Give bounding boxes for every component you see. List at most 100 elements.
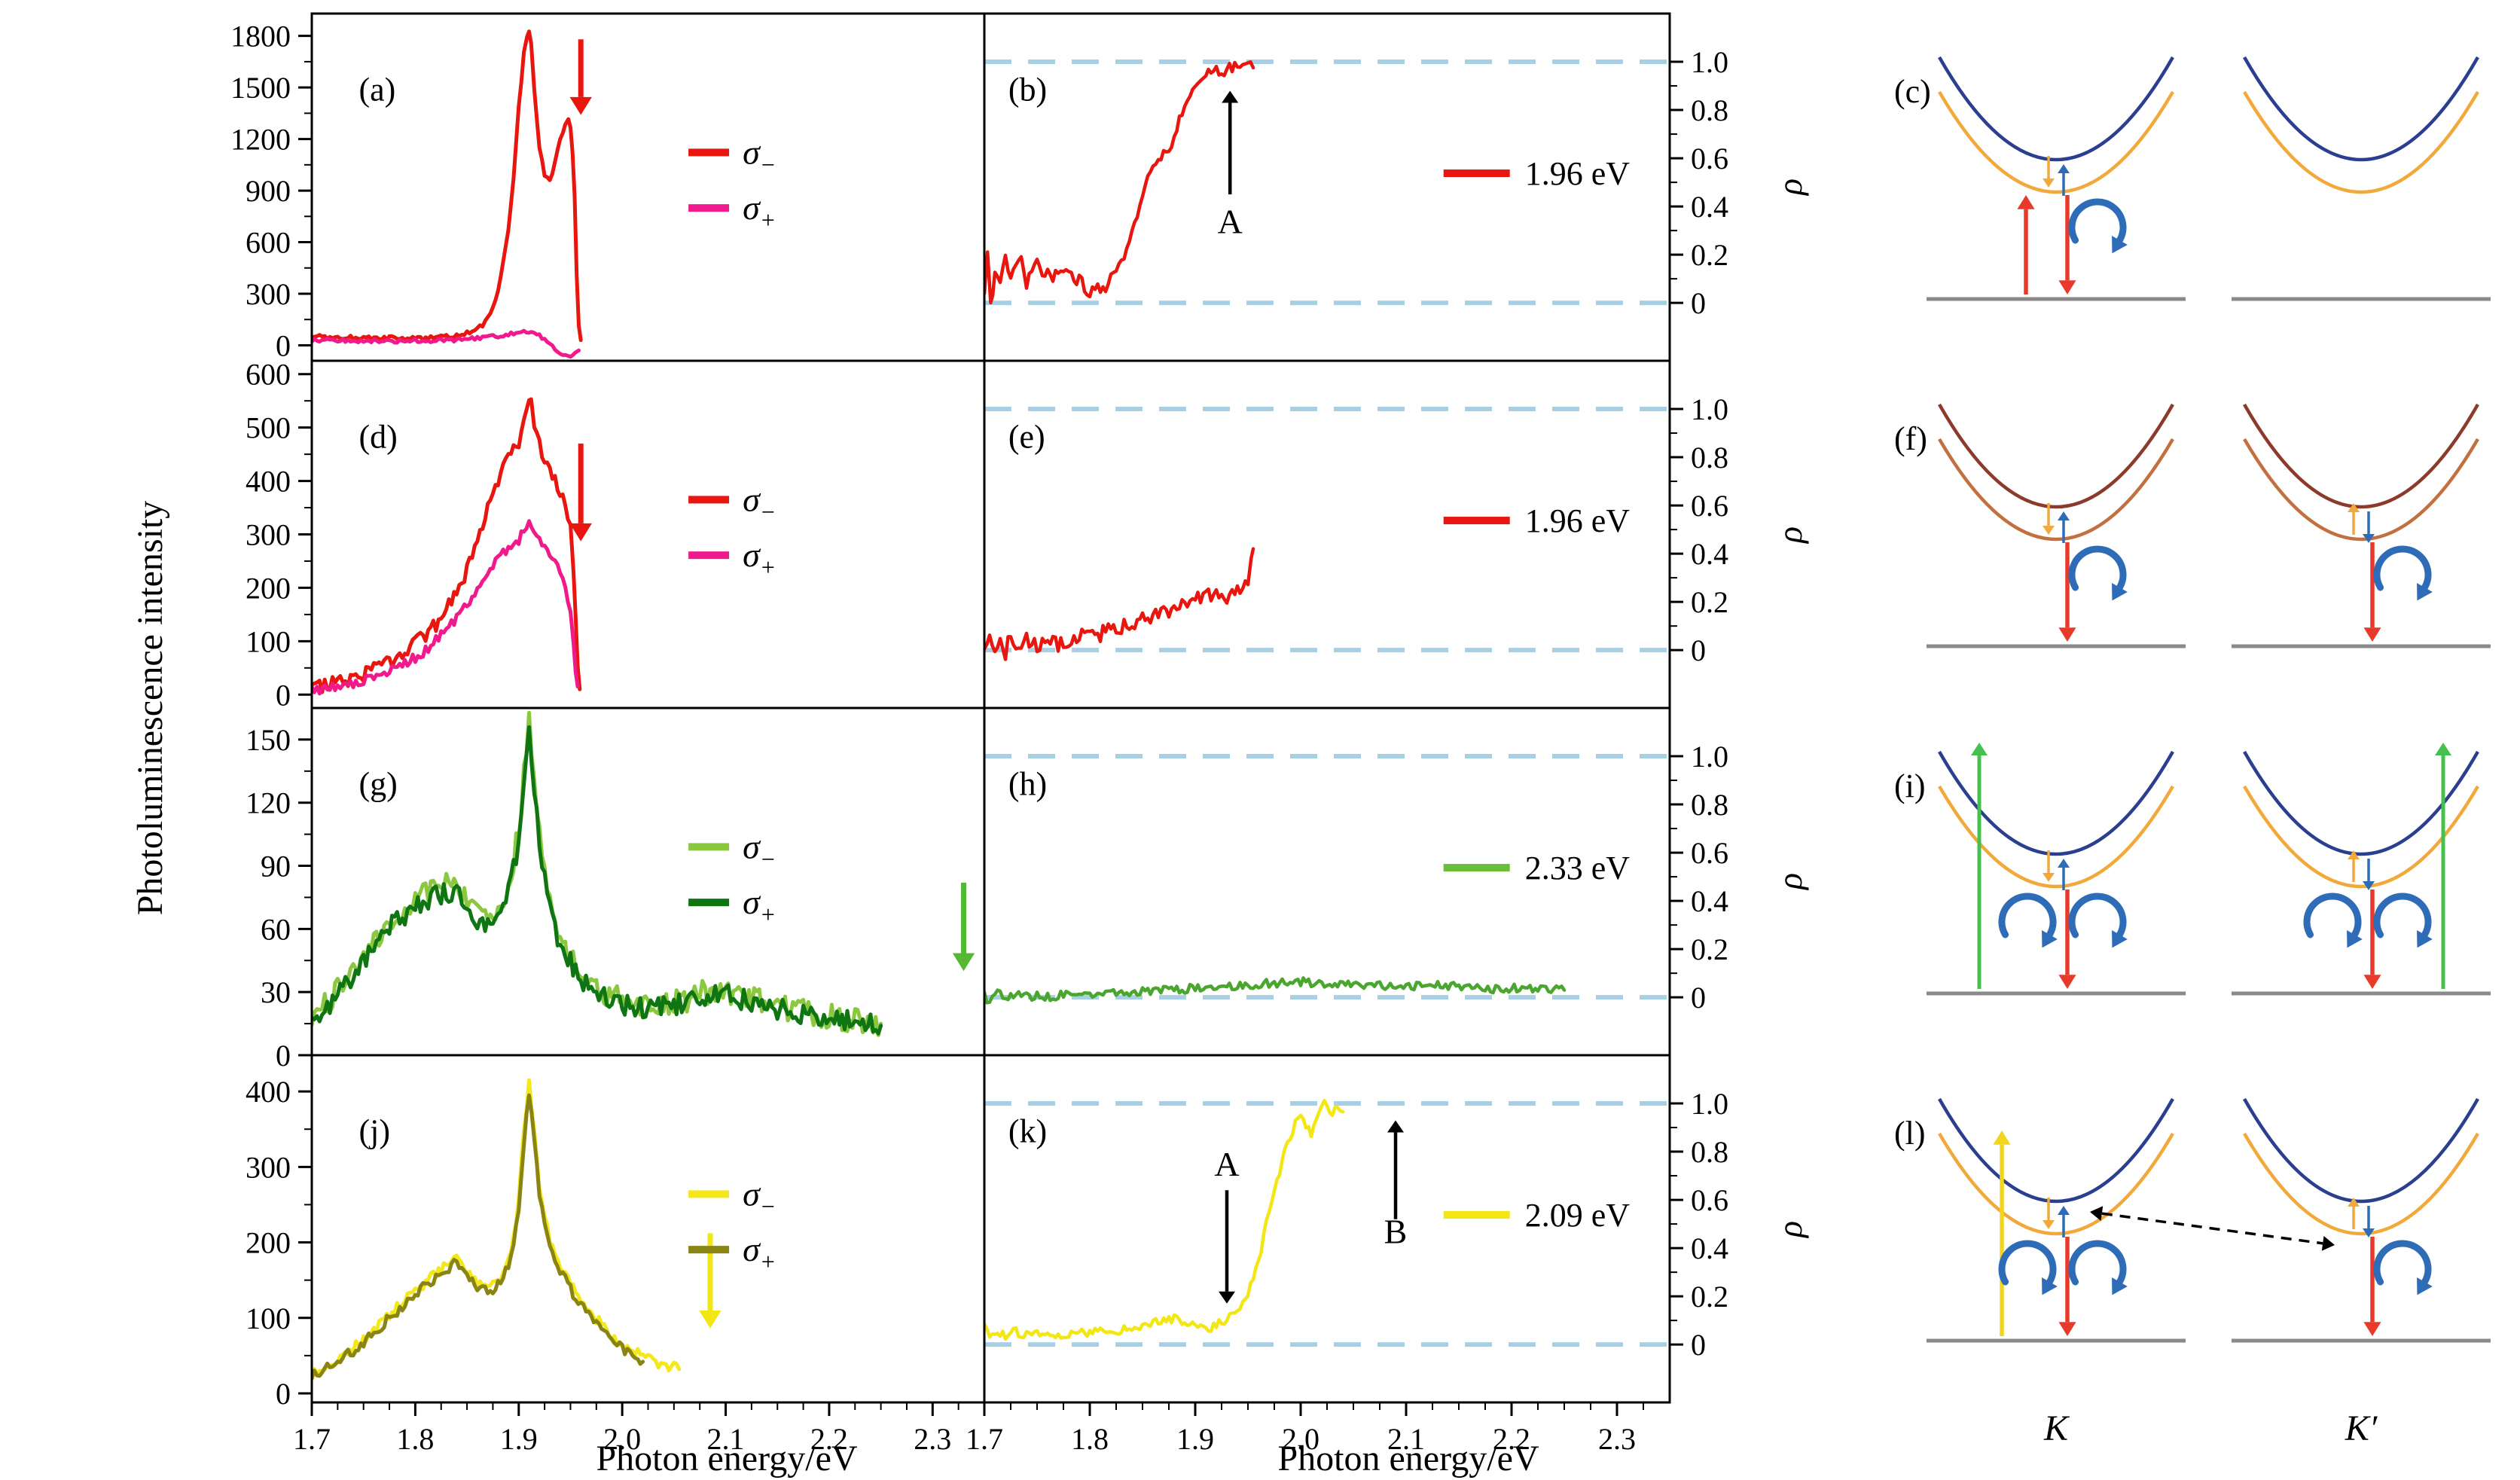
- arrow-head: [1222, 90, 1239, 103]
- panel-e: [985, 407, 1669, 661]
- conduction-band-upper: [1938, 403, 2174, 508]
- helicity-curl-arrow: [1998, 1240, 2057, 1286]
- legend-swatch: [1443, 864, 1510, 872]
- panel-h: [985, 754, 1669, 1005]
- rho-axis-label-row1: ρ: [1771, 179, 1809, 197]
- y-tick-label: 400: [246, 465, 291, 499]
- helicity-curl-arrow: [2373, 893, 2432, 938]
- conduction-band-lower: [2243, 1132, 2479, 1235]
- conduction-band-upper: [1938, 750, 2174, 856]
- helicity-curl-head: [2417, 1277, 2433, 1295]
- y-tick-label: 900: [246, 174, 291, 208]
- arrow-head: [569, 523, 592, 542]
- helicity-curl-head: [2417, 583, 2433, 601]
- arrow-head: [2363, 1322, 2381, 1336]
- band-diagram-i: (i): [1894, 743, 2491, 996]
- y-tick-label: 500: [246, 411, 291, 445]
- arrow-head: [952, 953, 975, 972]
- rho-tick-label: 0.8: [1691, 1135, 1728, 1169]
- arrow-head: [2043, 873, 2055, 882]
- arrow-head: [2058, 627, 2076, 642]
- rho-tick-label: 0: [1691, 981, 1706, 1015]
- y-tick-label: 600: [246, 358, 291, 392]
- rho-tick-label: 0.8: [1691, 441, 1728, 475]
- helicity-curl-arrow: [1998, 893, 2057, 938]
- rho-tick-label: 1.0: [1691, 740, 1728, 774]
- series-curve-ρ: [985, 547, 1255, 661]
- legend-swatch: [1443, 1211, 1510, 1219]
- annotation-label-B: B: [1384, 1213, 1408, 1251]
- y-tick-label: 1800: [230, 20, 291, 53]
- helicity-curl-arrow: [2068, 198, 2127, 244]
- helicity-curl-head: [2112, 1277, 2128, 1295]
- diagram-label: (f): [1894, 420, 1927, 457]
- rho-tick-label: 0: [1691, 633, 1706, 667]
- legend-swatch: [688, 496, 730, 504]
- legend-swatch: [1443, 169, 1510, 178]
- y-tick-label: 100: [246, 1301, 291, 1335]
- helicity-curl-head: [2417, 930, 2433, 948]
- legend-swatch: [688, 148, 730, 157]
- x-tick-label: 1.8: [396, 1422, 434, 1456]
- rho-axis-label-row3: ρ: [1771, 873, 1809, 891]
- panel-g: [313, 710, 975, 1037]
- series-curve-σ−: [313, 397, 582, 694]
- y-tick-label: 300: [246, 277, 291, 311]
- legend-label: σ+: [743, 883, 776, 928]
- x-tick-label: 1.7: [966, 1422, 1003, 1456]
- y-tick-label: 90: [261, 850, 291, 883]
- y-tick-label: 600: [246, 226, 291, 260]
- annotation-label-A: A: [1214, 1145, 1239, 1183]
- helicity-curl-head: [2042, 930, 2058, 948]
- panel-label-d: (d): [359, 418, 398, 455]
- series-curve-ρ: [985, 1099, 1345, 1341]
- legend-label: σ−: [743, 480, 776, 525]
- rho-tick-label: 0.2: [1691, 1280, 1728, 1314]
- x-tick-label: 2.1: [707, 1422, 745, 1456]
- arrow-head: [2043, 526, 2055, 535]
- legend-swatch: [688, 204, 730, 212]
- legend-label: σ−: [743, 827, 776, 872]
- arrow-head: [2435, 743, 2451, 755]
- arrow-head: [2363, 975, 2381, 989]
- band-diagram-f: (f): [1894, 403, 2491, 648]
- panel-k: [985, 1099, 1669, 1347]
- conduction-band-upper: [2243, 56, 2479, 161]
- x-tick-label: 1.7: [293, 1422, 331, 1456]
- legend-label: σ+: [743, 188, 776, 233]
- panel-d: [313, 397, 592, 696]
- arrow-head: [569, 96, 592, 115]
- y-tick-label: 60: [261, 912, 291, 946]
- rho-tick-label: 0.2: [1691, 932, 1728, 966]
- panel-label-k: (k): [1008, 1112, 1047, 1149]
- y-tick-label: 400: [246, 1075, 291, 1109]
- arrow-head: [2363, 1228, 2375, 1237]
- y-tick-label: 200: [246, 1226, 291, 1260]
- conduction-band-lower: [1938, 90, 2174, 194]
- rho-tick-label: 1.0: [1691, 392, 1728, 426]
- arrow-head: [2321, 1235, 2335, 1251]
- series-curve-ρ: [985, 976, 1567, 1005]
- panel-b: [985, 60, 1669, 306]
- y-tick-label: 30: [261, 975, 291, 1009]
- diagram-label: (l): [1894, 1115, 1926, 1152]
- y-tick-label: 1500: [230, 71, 291, 105]
- panel-label-a: (a): [359, 71, 396, 108]
- rho-tick-label: 0.4: [1691, 1231, 1728, 1265]
- rho-tick-label: 0.2: [1691, 585, 1728, 619]
- legend-swatch: [688, 551, 730, 560]
- arrow-head: [2058, 1206, 2070, 1215]
- panel-label-g: (g): [359, 765, 398, 802]
- panel-label-j: (j): [359, 1112, 391, 1149]
- arrow-head: [2058, 280, 2076, 294]
- arrow-head: [2363, 627, 2381, 642]
- arrow-head: [2017, 195, 2035, 209]
- rho-tick-label: 0.6: [1691, 489, 1728, 523]
- x-tick-label: 2.1: [1387, 1422, 1425, 1456]
- conduction-band-upper: [2243, 750, 2479, 856]
- conduction-band-lower: [2243, 438, 2479, 541]
- y-tick-label: 0: [276, 1039, 291, 1073]
- band-diagram-c: (c): [1894, 56, 2491, 301]
- diagram-label: (i): [1894, 767, 1926, 804]
